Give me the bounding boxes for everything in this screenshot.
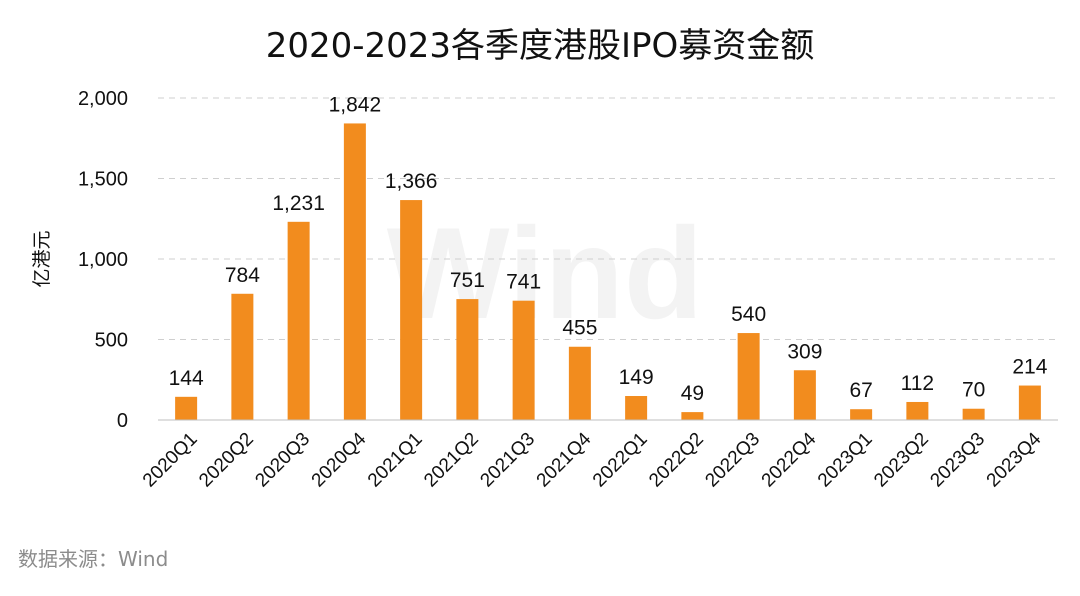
x-tick-label: 2020Q4 — [308, 428, 371, 491]
data-label: 214 — [1012, 356, 1047, 379]
x-tick-label: 2022Q3 — [701, 429, 764, 492]
bar — [793, 370, 816, 420]
data-label: 540 — [731, 303, 766, 326]
x-tick-labels: 2020Q12020Q22020Q32020Q42021Q12021Q22021… — [139, 428, 1046, 491]
y-tick-label: 1,500 — [78, 169, 128, 191]
bar — [287, 221, 310, 420]
bar — [737, 333, 760, 420]
y-tick-label: 1,000 — [78, 249, 128, 271]
bar — [1018, 385, 1041, 420]
bar — [231, 293, 254, 420]
bars — [175, 123, 1041, 421]
x-tick-label: 2020Q3 — [251, 429, 314, 492]
data-label: 741 — [506, 271, 541, 294]
y-tick-label: 2,000 — [78, 88, 128, 110]
bar — [681, 412, 704, 420]
bar — [625, 396, 648, 420]
bar — [850, 409, 873, 420]
x-tick-label: 2021Q2 — [420, 429, 483, 492]
data-label: 309 — [787, 340, 822, 363]
y-axis-label: 亿港元 — [31, 230, 53, 287]
x-tick-label: 2022Q2 — [645, 429, 708, 492]
x-tick-label: 2023Q1 — [814, 429, 877, 492]
source-note: 数据来源：Wind — [18, 547, 168, 571]
grid-lines — [158, 97, 1058, 340]
x-tick-label: 2021Q4 — [533, 428, 596, 491]
bar — [962, 408, 985, 420]
data-label: 751 — [450, 269, 485, 292]
bar — [343, 123, 366, 421]
x-tick-label: 2022Q4 — [758, 428, 821, 491]
data-label: 784 — [225, 264, 260, 287]
data-label: 1,842 — [329, 93, 382, 116]
x-tick-label: 2023Q2 — [870, 429, 933, 492]
y-tick-label: 0 — [117, 410, 128, 432]
bar — [175, 396, 198, 420]
x-tick-label: 2021Q3 — [476, 429, 539, 492]
watermark: Wind — [387, 200, 704, 346]
data-labels: 144 784 1,231 1,842 1,366 751 741 455 149 49 540 30… — [169, 93, 1048, 405]
data-label: 144 — [169, 367, 204, 390]
data-label: 455 — [562, 317, 597, 340]
bar — [568, 346, 591, 420]
y-tick-labels: 0 500 1,000 1,500 2,000 — [78, 88, 128, 432]
bar — [906, 401, 929, 420]
bar — [456, 299, 479, 420]
data-label: 49 — [681, 382, 704, 405]
data-label: 70 — [962, 379, 985, 402]
x-tick-label: 2020Q2 — [195, 429, 258, 492]
data-label: 67 — [849, 379, 872, 402]
y-tick-label: 500 — [95, 330, 128, 352]
bar — [512, 300, 535, 420]
chart-title: 2020-2023各季度港股IPO募资金额 — [266, 26, 815, 66]
data-label: 1,231 — [272, 192, 325, 215]
data-label: 149 — [619, 366, 654, 389]
data-label: 1,366 — [385, 170, 438, 193]
x-tick-label: 2022Q1 — [589, 429, 652, 492]
x-tick-label: 2023Q4 — [983, 428, 1046, 491]
bar — [400, 200, 423, 420]
x-tick-label: 2021Q1 — [364, 429, 427, 492]
x-tick-label: 2023Q3 — [926, 429, 989, 492]
data-label: 112 — [901, 372, 934, 395]
x-tick-label: 2020Q1 — [139, 429, 202, 492]
